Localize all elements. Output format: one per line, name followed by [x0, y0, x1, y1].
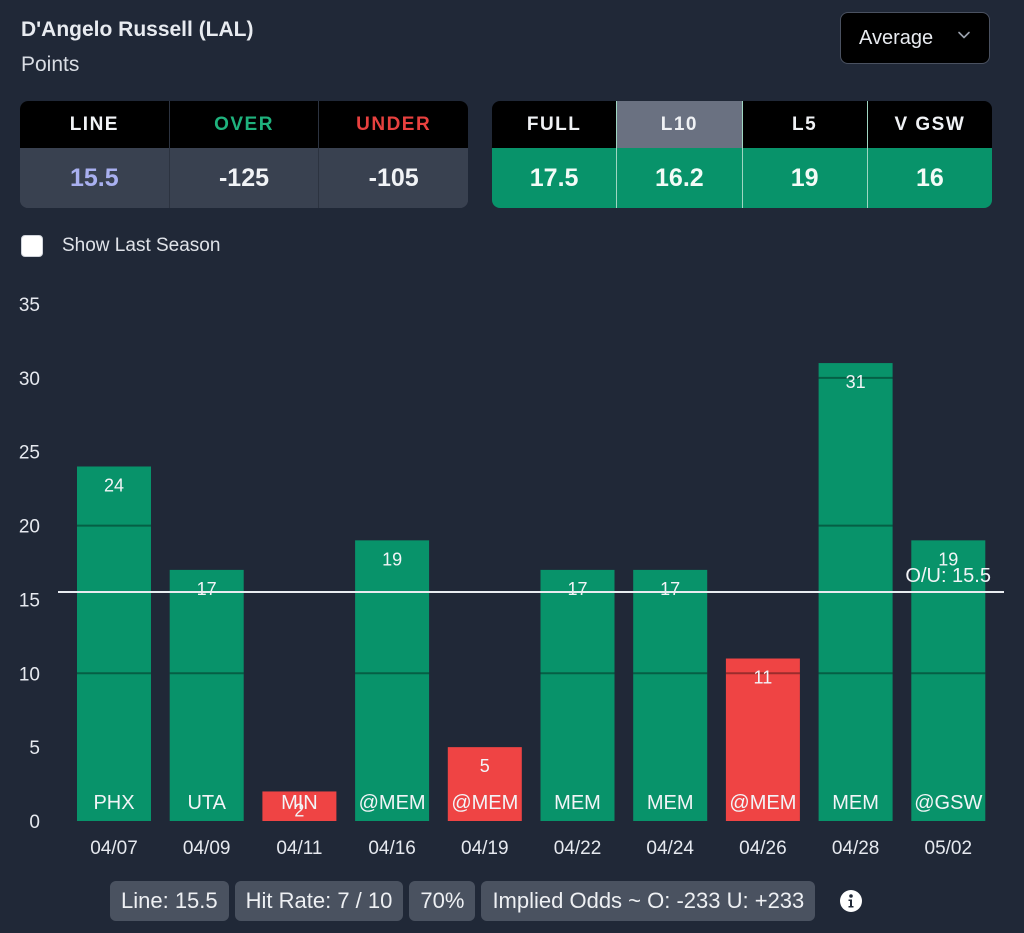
odds-table: LINE 15.5 OVER -125 UNDER -105 — [20, 101, 468, 208]
bar-opponent-label: MEM — [832, 792, 879, 814]
reference-line-group: O/U: 15.5 — [58, 565, 1004, 594]
bar-group: 5 @MEM — [447, 747, 522, 821]
odds-value-over: -125 — [169, 148, 319, 208]
odds-value-line: 15.5 — [20, 148, 169, 208]
odds-value-under: -105 — [319, 148, 468, 208]
player-name: D'Angelo Russell (LAL) — [21, 18, 254, 41]
avg-tab-l10[interactable]: L10 16.2 — [616, 101, 742, 208]
avg-value-l5: 19 — [742, 148, 867, 208]
avg-tab-l5[interactable]: L5 19 — [741, 101, 867, 208]
y-tick-label: 35 — [19, 295, 40, 316]
hit-rate-pill: Hit Rate: 7 / 10 — [234, 881, 404, 921]
avg-header-full[interactable]: FULL — [492, 101, 617, 148]
bar-value-label: 5 — [480, 756, 490, 776]
x-tick-label: 05/02 — [925, 838, 973, 859]
odds-header-under: UNDER — [319, 101, 468, 148]
y-tick-label: 25 — [19, 443, 40, 464]
bar-opponent-label: PHX — [93, 792, 134, 814]
chevron-down-icon — [958, 31, 970, 39]
odds-col-line: LINE 15.5 — [20, 101, 169, 208]
odds-col-over: OVER -125 — [168, 101, 319, 208]
bar — [77, 466, 151, 821]
odds-col-under: UNDER -105 — [318, 101, 468, 208]
bar-value-label: 11 — [754, 668, 773, 688]
summary-bar: Line: 15.5 Hit Rate: 7 / 10 70% Implied … — [110, 881, 863, 921]
bar-value-label: 19 — [382, 549, 402, 569]
bar-value-label: 24 — [104, 475, 124, 495]
bar-opponent-label: @MEM — [451, 792, 518, 814]
bar-group: 24 PHX — [77, 466, 151, 821]
x-tick-label: 04/16 — [368, 838, 416, 859]
bar-opponent-label: MEM — [647, 792, 694, 814]
line-pill: Line: 15.5 — [110, 881, 229, 921]
bar-value-label: 19 — [938, 549, 958, 569]
bar-value-label: 17 — [567, 579, 587, 599]
hit-percent-pill: 70% — [409, 881, 476, 921]
x-tick-label: 04/07 — [90, 838, 138, 859]
bar-group: 19 @GSW — [911, 540, 986, 821]
avg-header-l5[interactable]: L5 — [742, 101, 867, 148]
bar-group: 17 MEM — [540, 569, 615, 821]
x-tick-label: 04/11 — [276, 838, 322, 859]
x-tick-label: 04/24 — [646, 838, 694, 859]
y-tick-label: 10 — [19, 664, 40, 685]
stat-type: Points — [21, 53, 80, 76]
bar — [169, 569, 244, 821]
avg-value-full: 17.5 — [492, 148, 617, 208]
x-tick-label: 04/26 — [739, 838, 787, 859]
averages-table: FULL 17.5 L10 16.2 L5 19 V GSW 16 — [492, 101, 992, 208]
avg-header-vs-gsw[interactable]: V GSW — [867, 101, 992, 148]
x-axis: 04/07 04/09 04/11 04/16 04/19 04/22 04/24 04/26… — [90, 838, 972, 859]
bar — [911, 540, 986, 821]
bar-group: 17 UTA — [169, 569, 244, 821]
bar — [447, 747, 522, 821]
average-dropdown[interactable]: Average — [840, 12, 990, 64]
bar-opponent-label: @MEM — [729, 792, 796, 814]
implied-odds-pill: Implied Odds ~ O: -233 U: +233 — [481, 881, 816, 921]
y-tick-label: 5 — [29, 738, 40, 759]
odds-header-over: OVER — [169, 101, 319, 148]
bar-group: 17 MEM — [633, 569, 708, 821]
info-icon[interactable] — [840, 890, 863, 912]
bar — [633, 569, 708, 821]
avg-tab-full[interactable]: FULL 17.5 — [492, 101, 617, 208]
y-tick-label: 20 — [19, 517, 40, 538]
bar-opponent-label: MIN — [281, 792, 318, 814]
bar-opponent-label: @GSW — [914, 792, 982, 814]
avg-header-l10[interactable]: L10 — [617, 101, 742, 148]
odds-header-line: LINE — [20, 101, 169, 148]
bar-value-label: 17 — [197, 579, 217, 599]
bar — [262, 791, 337, 821]
avg-value-vs-gsw: 16 — [867, 148, 992, 208]
bar — [355, 540, 430, 821]
y-tick-label: 30 — [19, 369, 40, 390]
show-last-season-checkbox[interactable] — [21, 235, 43, 257]
avg-tab-vs-gsw[interactable]: V GSW 16 — [866, 101, 992, 208]
bar — [540, 569, 615, 821]
show-last-season-label: Show Last Season — [62, 235, 221, 256]
x-tick-label: 04/28 — [832, 838, 880, 859]
bar-value-label: 17 — [660, 579, 680, 599]
reference-line-label: O/U: 15.5 — [905, 565, 991, 587]
bar-opponent-label: MEM — [554, 792, 601, 814]
y-tick-label: 15 — [19, 590, 40, 611]
bar — [725, 658, 800, 821]
avg-value-l10: 16.2 — [617, 148, 742, 208]
show-last-season-toggle[interactable]: Show Last Season — [21, 235, 220, 257]
y-axis: 0 5 10 15 20 25 30 35 — [19, 295, 40, 833]
x-tick-label: 04/19 — [461, 838, 509, 859]
bar-group: 19 @MEM — [355, 540, 430, 821]
bar-value-label: 31 — [846, 372, 866, 392]
x-tick-label: 04/22 — [554, 838, 602, 859]
x-tick-label: 04/09 — [183, 838, 231, 859]
bar-value-label: 2 — [294, 800, 304, 820]
y-tick-label: 0 — [29, 812, 40, 833]
dropdown-selected: Average — [859, 26, 934, 49]
bar-opponent-label: UTA — [187, 792, 226, 814]
bar-opponent-label: @MEM — [359, 792, 426, 814]
bar-group: 11 @MEM — [725, 658, 800, 821]
